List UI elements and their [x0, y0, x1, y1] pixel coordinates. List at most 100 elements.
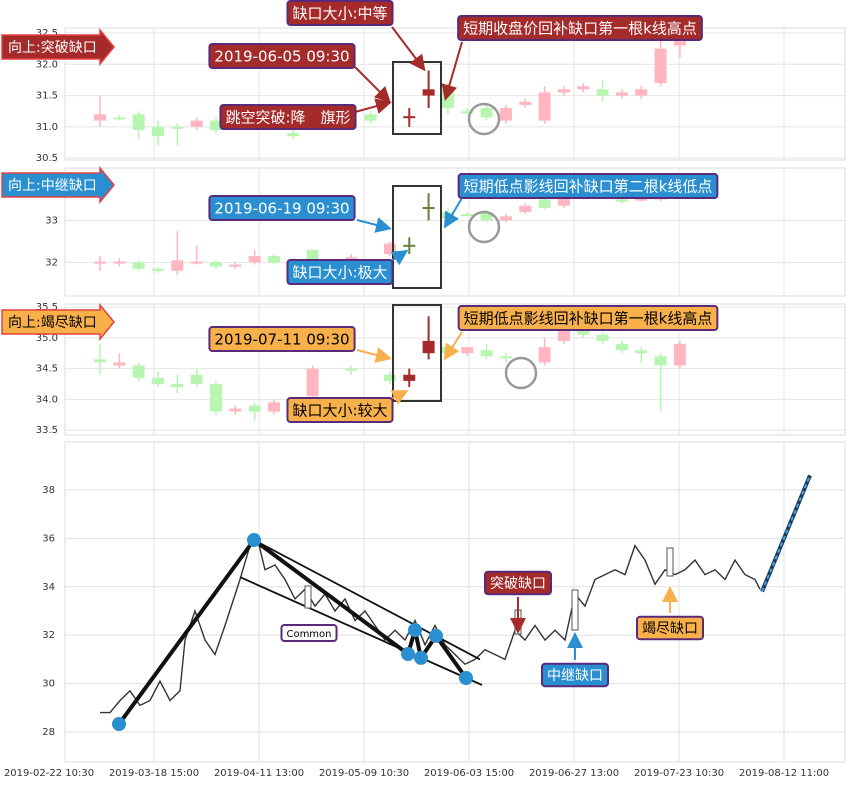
candle-body: [422, 340, 435, 354]
candle-body: [113, 362, 126, 366]
candle-body: [635, 89, 648, 96]
candle-body: [383, 243, 396, 255]
annotation-box: [636, 615, 704, 641]
x-tick-label: 2019-06-27 13:00: [529, 768, 619, 779]
x-tick-label: 2019-08-12 11:00: [739, 768, 829, 779]
candle-body: [635, 198, 648, 201]
pattern-point: [459, 671, 473, 686]
candle-body: [248, 405, 261, 412]
candle-body: [113, 117, 126, 120]
candle-body: [364, 114, 377, 121]
candle-body: [519, 101, 532, 105]
candle-body: [673, 343, 686, 366]
candle-body: [171, 383, 184, 388]
candle-body: [577, 86, 590, 90]
panel-frame: [64, 303, 846, 436]
annotation: Common: [280, 624, 338, 642]
candle-body: [132, 262, 145, 269]
candle-body: [519, 205, 532, 213]
candle-body: [596, 334, 609, 341]
x-tick-label: 2019-04-11 13:00: [214, 768, 304, 779]
candle-body: [654, 356, 667, 366]
candle-body: [538, 92, 551, 121]
candle-body: [190, 374, 203, 384]
candle-body: [615, 343, 628, 351]
candle-body: [403, 244, 416, 247]
candle-body: [538, 199, 551, 208]
annotation-text: 短期低点影线回补缺口第二根k线低点: [464, 178, 713, 196]
annotation-text: 中继缺口: [547, 668, 603, 684]
annotation-text: 短期收盘价回补缺口第一根k线高点: [463, 20, 697, 38]
candle-body: [190, 261, 203, 264]
x-tick-label: 2019-02-22 10:30: [4, 768, 94, 779]
tag-shape: [1, 27, 115, 67]
candle-body: [480, 212, 493, 221]
candle-body: [499, 108, 512, 121]
y-tick-label: 33: [45, 215, 58, 226]
tag-shape: [1, 302, 115, 342]
pattern-point: [247, 533, 261, 548]
candle-body: [171, 260, 184, 271]
candle-body: [557, 195, 570, 206]
candle-body: [461, 347, 474, 354]
annotation-text: 缺口大小:中等: [292, 5, 387, 23]
fill-marker: [504, 356, 538, 390]
candle-body: [461, 214, 474, 217]
annotation: 2019-06-05 09:30: [208, 43, 356, 69]
y-tick-label: 35.5: [36, 302, 58, 313]
annotation: 缺口大小:较大: [286, 397, 394, 423]
y-tick-label: 38: [42, 485, 55, 496]
candle-body: [287, 133, 300, 137]
tag-label: 向上:竭尽缺口: [8, 315, 97, 331]
annotation: 短期收盘价回补缺口第一根k线高点: [457, 15, 703, 41]
candle-body: [94, 261, 106, 264]
candle-body: [306, 368, 319, 397]
annotation-box: [208, 43, 356, 69]
candle-body: [151, 268, 164, 271]
arrow: [354, 66, 391, 103]
annotation-box: [286, 397, 394, 423]
y-tick-label: 30: [42, 679, 55, 690]
arrow: [441, 41, 463, 101]
annotation-box: [208, 326, 356, 352]
candle-body: [499, 216, 512, 221]
annotation-box: [457, 15, 703, 41]
arrow: [391, 26, 426, 72]
candle-body: [422, 89, 435, 96]
annotation-text: 突破缺口: [490, 576, 546, 592]
candle-body: [132, 365, 145, 378]
candle-body: [383, 374, 396, 381]
candle-body: [209, 262, 222, 267]
candle-body: [229, 264, 242, 267]
annotation-text: 竭尽缺口: [642, 621, 698, 637]
annotation: 缺口大小:中等: [286, 0, 394, 26]
annotation-text: 短期低点影线回补缺口第一根k线高点: [464, 310, 713, 328]
y-tick-label: 28: [42, 727, 55, 738]
y-tick-label: 33.5: [36, 425, 58, 436]
y-tick-label: 31.5: [36, 91, 58, 102]
y-tick-label: 36: [42, 533, 55, 544]
annotation-text: 2019-06-19 09:30: [214, 200, 349, 218]
candle-body: [267, 256, 280, 263]
pattern-point: [408, 623, 422, 638]
arrow: [443, 197, 463, 229]
annotation: 2019-06-19 09:30: [208, 195, 356, 221]
annotation-text: 2019-06-05 09:30: [214, 48, 349, 66]
x-tick-label: 2019-03-18 15:00: [109, 768, 199, 779]
annotation-box: [208, 195, 356, 221]
fill-marker: [467, 210, 501, 244]
candle-body: [654, 48, 667, 84]
candle-body: [151, 377, 164, 384]
x-tick-label: 2019-05-09 10:30: [319, 768, 409, 779]
annotation: 缺口大小:极大: [286, 259, 394, 285]
gap-marker: [571, 589, 579, 631]
candle-body: [171, 126, 184, 129]
candle-body: [422, 207, 435, 210]
candle-body: [94, 114, 106, 121]
arrow: [443, 331, 463, 361]
tag-shape: [1, 165, 115, 205]
annotation: 竭尽缺口: [636, 615, 704, 641]
annotation-box: [286, 0, 394, 26]
arrow: [354, 98, 392, 114]
